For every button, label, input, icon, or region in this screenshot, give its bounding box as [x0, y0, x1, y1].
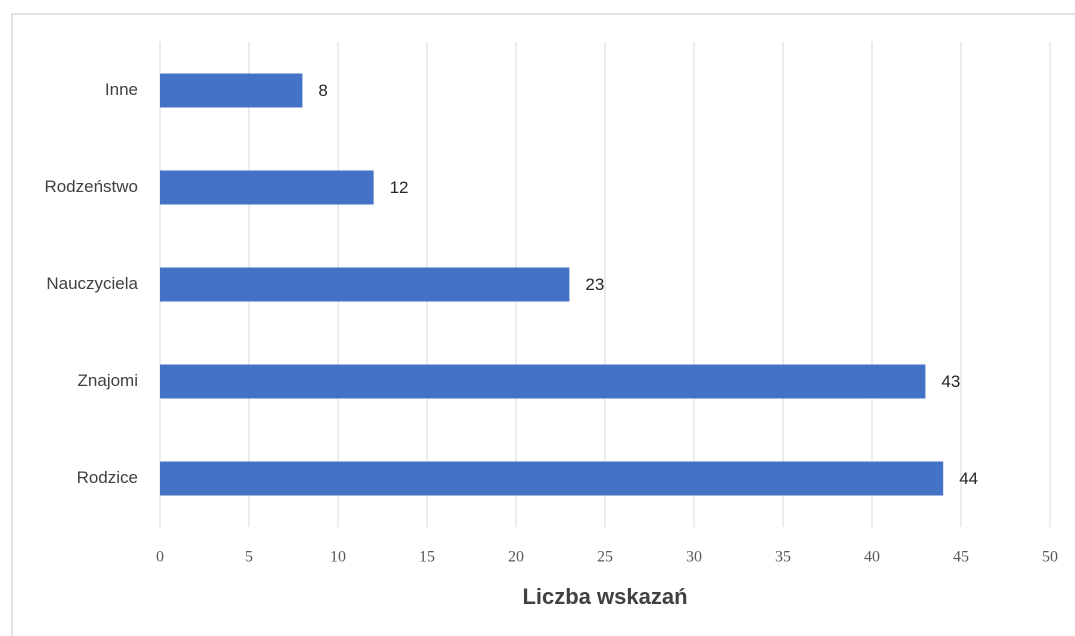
bar	[160, 364, 926, 399]
y-tick-label: Inne	[105, 80, 138, 99]
bar	[160, 73, 303, 108]
x-axis-title: Liczba wskazań	[522, 584, 687, 609]
x-tick-label: 35	[775, 549, 791, 566]
y-tick-label: Nauczyciela	[46, 274, 138, 293]
y-tick-label: Rodzice	[77, 468, 138, 487]
y-tick-label: Rodzeństwo	[44, 177, 138, 196]
x-tick-label: 10	[330, 549, 346, 566]
data-label: 43	[941, 372, 960, 391]
chart-border	[11, 13, 1075, 636]
bar	[160, 267, 570, 302]
data-label: 12	[390, 178, 409, 197]
data-label: 8	[318, 81, 327, 100]
x-tick-label: 0	[156, 549, 164, 566]
x-tick-label: 40	[864, 549, 880, 566]
x-tick-label: 45	[953, 549, 969, 566]
x-tick-label: 25	[597, 549, 613, 566]
x-tick-label: 15	[419, 549, 435, 566]
x-tick-label: 5	[245, 549, 253, 566]
bar	[160, 170, 374, 205]
x-tick-label: 20	[508, 549, 524, 566]
data-label: 44	[959, 469, 978, 488]
data-label: 23	[585, 275, 604, 294]
x-tick-label: 30	[686, 549, 702, 566]
x-tick-label: 50	[1042, 549, 1058, 566]
bar	[160, 461, 944, 496]
y-tick-label: Znajomi	[78, 371, 138, 390]
